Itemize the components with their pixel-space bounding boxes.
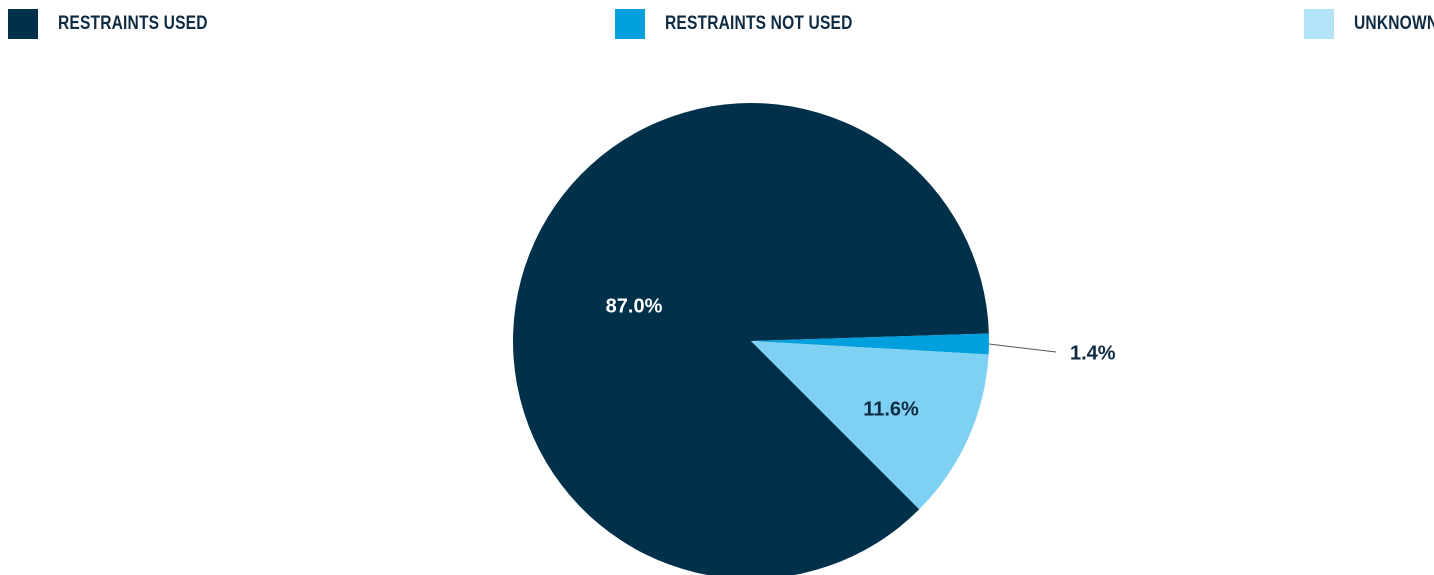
data-label-unknown: 11.6%	[863, 398, 919, 420]
chart-legend: RESTRAINTS USED RESTRAINTS NOT USED UNKN…	[0, 9, 1434, 41]
legend-swatch-unknown	[1304, 9, 1334, 39]
legend-label-restraints-used: RESTRAINTS USED	[58, 13, 208, 34]
legend-item-restraints-not-used: RESTRAINTS NOT USED	[615, 9, 894, 39]
legend-item-unknown: UNKNOWN	[1304, 9, 1434, 39]
legend-item-restraints-used: RESTRAINTS USED	[8, 9, 240, 39]
data-label-restraints-used: 87.0%	[606, 295, 663, 317]
legend-swatch-restraints-not-used	[615, 9, 645, 39]
pie-slice-restraints-used	[513, 103, 989, 575]
callout-line-restraints-not-used	[988, 343, 1057, 353]
legend-swatch-restraints-used	[8, 9, 38, 39]
pie-slice-restraints-not-used	[751, 333, 990, 355]
pie-slice-unknown	[751, 341, 989, 510]
data-label-restraints-not-used: 1.4%	[1070, 342, 1116, 364]
legend-label-restraints-not-used: RESTRAINTS NOT USED	[665, 13, 853, 34]
legend-label-unknown: UNKNOWN	[1354, 13, 1434, 34]
